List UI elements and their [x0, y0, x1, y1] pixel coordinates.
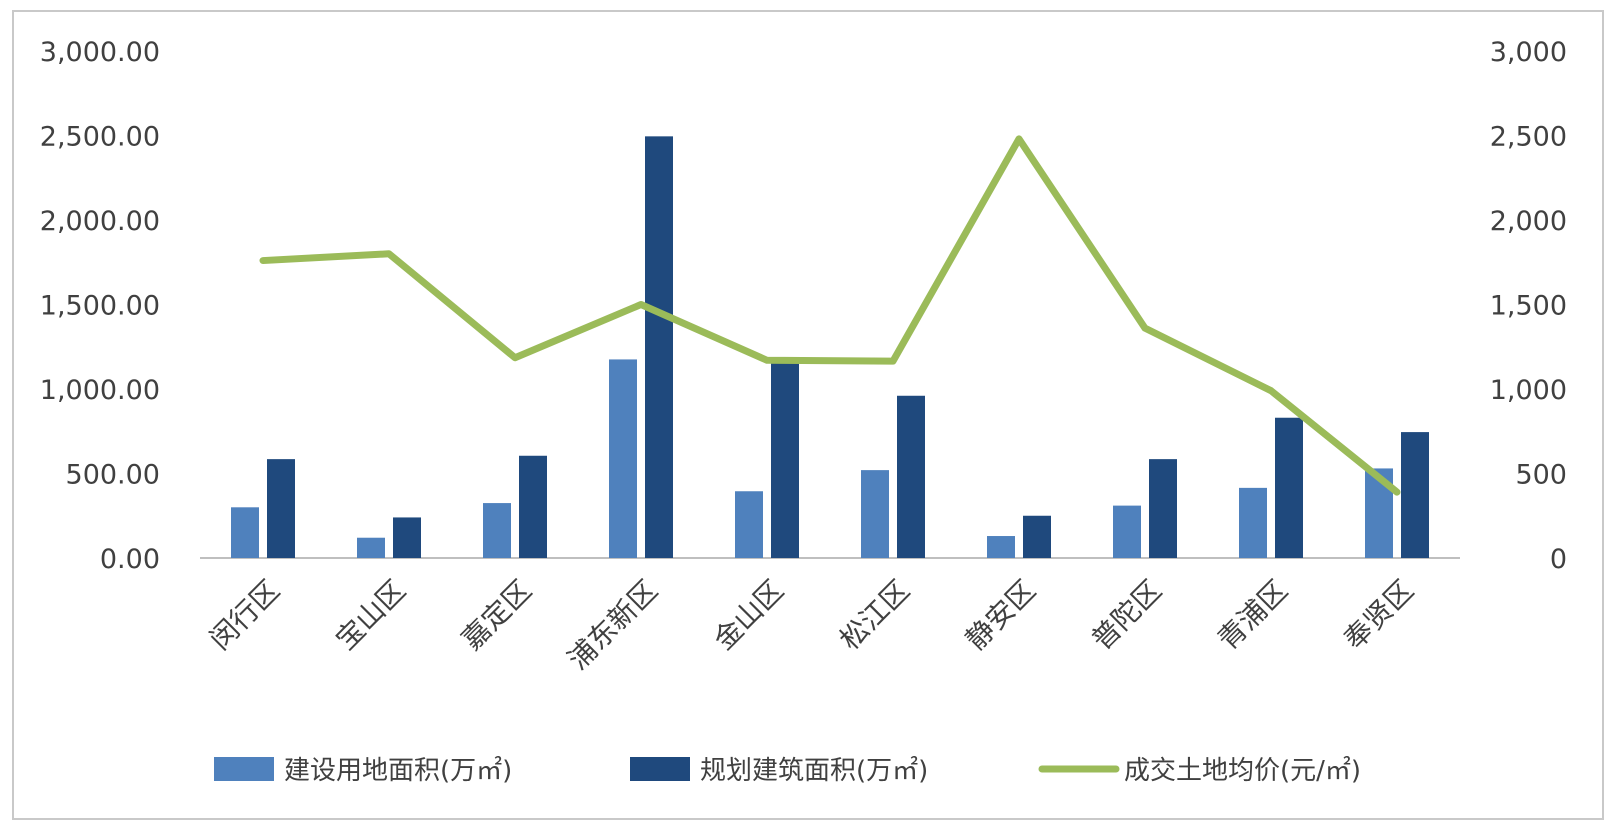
- x-category-label: 闵行区: [203, 574, 286, 657]
- y-right-tick-label: 500: [1515, 460, 1567, 491]
- bar-series-2: [519, 455, 547, 558]
- x-category-label: 奉贤区: [1337, 574, 1420, 657]
- bar-series-2: [267, 459, 295, 558]
- bar-series-1: [483, 503, 511, 558]
- y-right-tick-label: 2,000: [1490, 206, 1567, 237]
- x-category-label: 青浦区: [1211, 574, 1294, 657]
- legend-swatch-series-2: [630, 757, 690, 781]
- x-category-label: 金山区: [707, 574, 790, 657]
- bar-series-2: [1023, 515, 1051, 558]
- bar-series-2: [393, 517, 421, 558]
- x-category-label: 浦东新区: [561, 574, 664, 677]
- y-left-tick-label: 2,500.00: [40, 122, 160, 153]
- legend-swatch-series-1: [214, 757, 274, 781]
- y-right-tick-label: 1,000: [1490, 375, 1567, 406]
- y-left-tick-label: 3,000.00: [40, 37, 160, 68]
- x-category-label: 宝山区: [329, 574, 412, 657]
- legend-label-series-1: 建设用地面积(万㎡): [284, 756, 512, 786]
- bar-series-2: [645, 136, 673, 558]
- bar-series-2: [1149, 459, 1177, 558]
- y-right-tick-label: 2,500: [1490, 122, 1567, 153]
- bar-series-1: [357, 537, 385, 558]
- bar-series-1: [1113, 505, 1141, 558]
- bar-series-1: [735, 491, 763, 558]
- bar-series-2: [1275, 417, 1303, 558]
- bar-series-2: [897, 395, 925, 558]
- chart-frame: [12, 10, 1604, 820]
- y-left-tick-label: 2,000.00: [40, 206, 160, 237]
- legend: 建设用地面积(万㎡) 规划建筑面积(万㎡) 成交土地均价(元/㎡): [214, 756, 1361, 786]
- legend-label-series-2: 规划建筑面积(万㎡): [700, 756, 928, 786]
- y-left-tick-label: 500.00: [66, 460, 160, 491]
- x-category-label: 静安区: [959, 574, 1042, 657]
- bar-series-1: [1239, 487, 1267, 558]
- line-series-avg-price: [259, 135, 1401, 496]
- y-right-tick-label: 1,500: [1490, 291, 1567, 322]
- x-category-label: 普陀区: [1085, 574, 1168, 657]
- bar-series-1: [609, 359, 637, 558]
- y-left-tick-label: 0.00: [100, 544, 160, 575]
- x-category-label: 松江区: [833, 574, 916, 657]
- x-category-label: 嘉定区: [455, 574, 538, 657]
- bar-series-1: [231, 507, 259, 558]
- y-right-tick-label: 0: [1550, 544, 1567, 575]
- y-left-tick-label: 1,500.00: [40, 291, 160, 322]
- bar-series-2: [1401, 432, 1429, 558]
- legend-label-series-3: 成交土地均价(元/㎡): [1124, 756, 1361, 786]
- bar-series-1: [987, 536, 1015, 558]
- y-left-tick-label: 1,000.00: [40, 375, 160, 406]
- y-right-tick-label: 3,000: [1490, 37, 1567, 68]
- bar-series-1: [861, 470, 889, 558]
- bar-series-2: [771, 361, 799, 558]
